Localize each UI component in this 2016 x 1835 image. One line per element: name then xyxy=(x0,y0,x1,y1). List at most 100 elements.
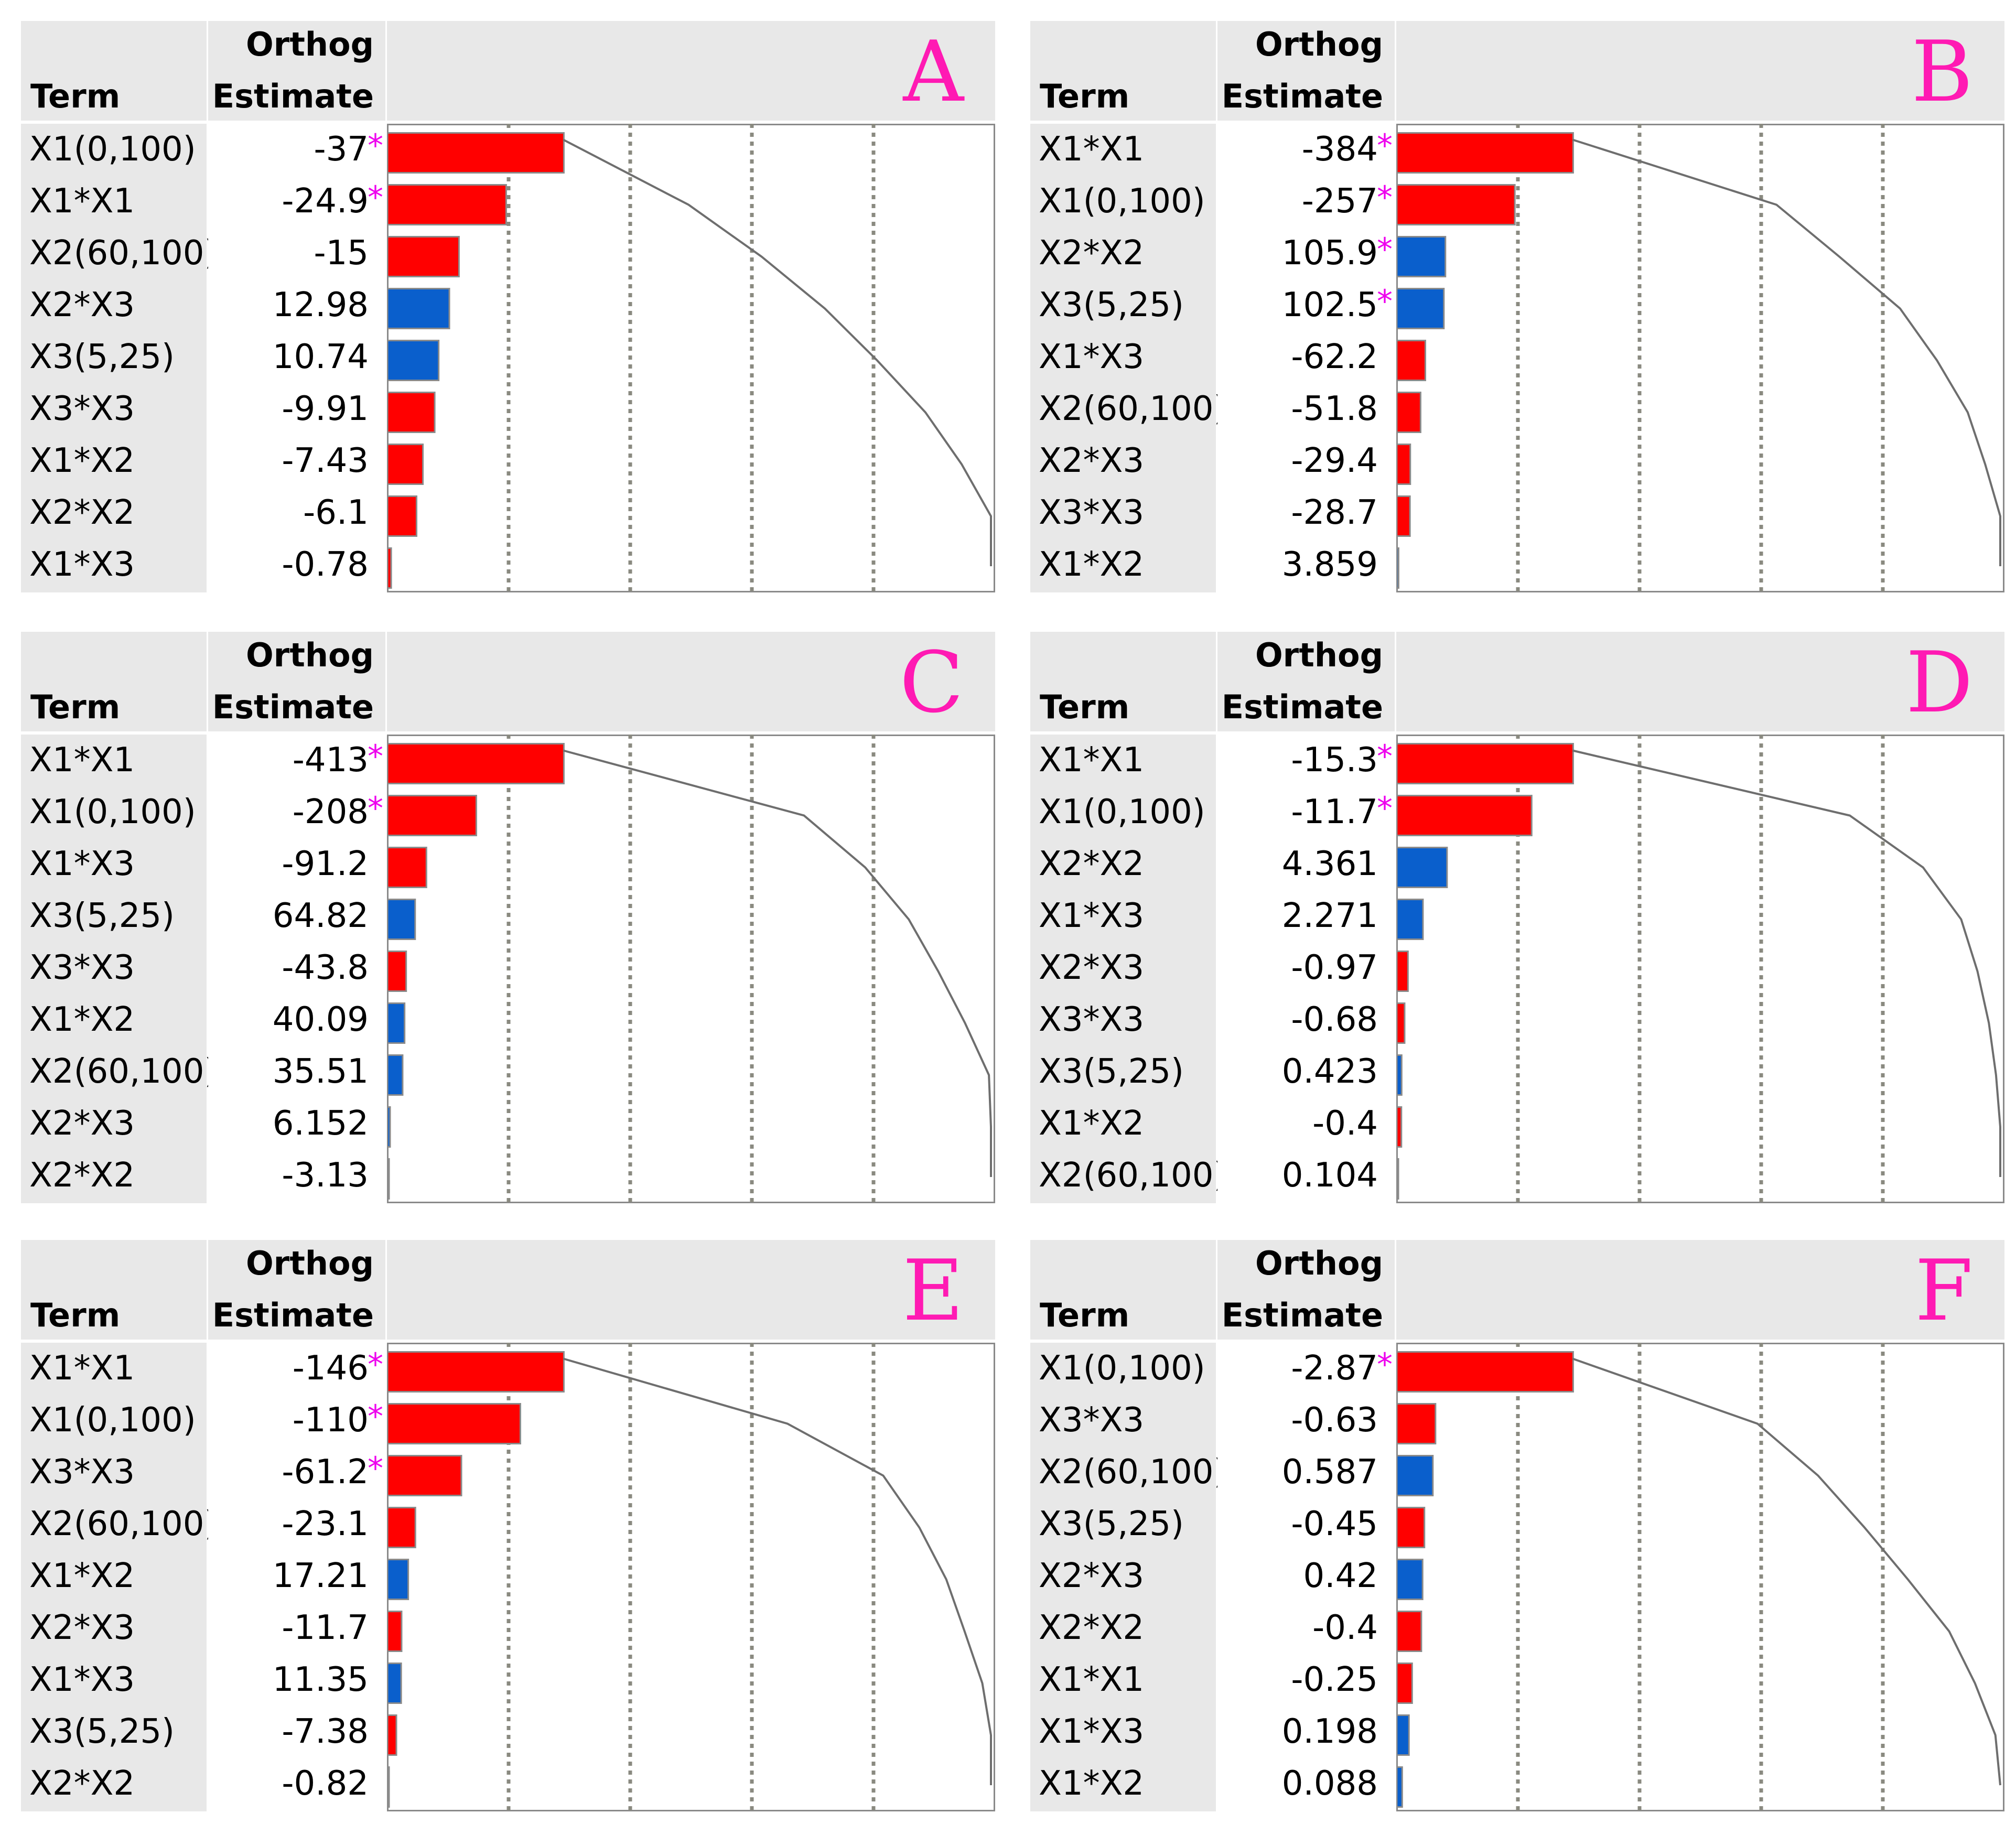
estimate-value: -257 xyxy=(1301,182,1378,221)
term-label: X2(60,100) xyxy=(29,1052,218,1091)
term-label: X1(0,100) xyxy=(29,1401,196,1440)
term-header-label: Term xyxy=(30,688,121,726)
plot-frame xyxy=(1396,1343,2004,1811)
panel-b: Term Orthog Estimate B X1*X1 X1(0,100) X2*X2 X3… xyxy=(1030,21,2004,592)
estimate-value: 0.587 xyxy=(1281,1453,1378,1492)
panel-c: Term Orthog Estimate C X1*X1 X1(0,100) X1*X3 X3… xyxy=(21,632,995,1203)
term-label: X1*X1 xyxy=(1039,1660,1145,1699)
estimate-value: 0.423 xyxy=(1281,1052,1378,1091)
estimate-value: 10.74 xyxy=(272,338,369,376)
effect-bar xyxy=(387,1559,409,1600)
effect-bar xyxy=(1396,288,1445,329)
term-label: X1*X3 xyxy=(1039,897,1145,935)
plot-header: A xyxy=(387,21,995,121)
effect-bar xyxy=(1396,340,1426,381)
orthog-header-label: Orthog xyxy=(245,1244,374,1282)
effect-bar xyxy=(1396,899,1424,940)
pareto-plot xyxy=(1396,124,2004,592)
estimate-column: -384 * -257 * 105.9 * 102.5 * -62.2 -51.8 -29.4 -28… xyxy=(1217,124,1395,592)
term-label: X3(5,25) xyxy=(1039,1052,1184,1091)
effect-bar xyxy=(1396,1663,1413,1704)
term-label: X3*X3 xyxy=(1039,1401,1145,1440)
panel-d: Term Orthog Estimate D X1*X1 X1(0,100) X2*X2 X1… xyxy=(1030,632,2004,1203)
term-column: X1(0,100) X1*X1 X2(60,100) X2*X3 X3(5,25) X3*… xyxy=(21,124,217,592)
cumulative-curve xyxy=(1572,138,2001,566)
term-label: X1*X3 xyxy=(1039,338,1145,376)
effect-bar xyxy=(1396,444,1411,485)
term-header: Term xyxy=(1030,21,1216,121)
estimate-header: Orthog Estimate xyxy=(1217,21,1395,121)
term-label: X1*X3 xyxy=(29,545,135,584)
estimate-column: -146 * -110 * -61.2 * -23.1 17.21 -11.7 11.35 -7.3… xyxy=(208,1343,385,1811)
estimate-value: -61.2 xyxy=(282,1453,369,1492)
effect-bar xyxy=(387,1054,404,1096)
estimate-value: 40.09 xyxy=(272,1000,369,1039)
term-label: X1*X1 xyxy=(29,182,135,221)
term-label: X3(5,25) xyxy=(29,897,175,935)
effect-bar xyxy=(387,1714,397,1756)
term-label: X1*X3 xyxy=(1039,1712,1145,1751)
estimate-value: -37 xyxy=(314,130,369,169)
term-label: X2*X3 xyxy=(29,1609,135,1647)
term-label: X1*X2 xyxy=(29,1557,135,1595)
estimate-value: 0.198 xyxy=(1281,1712,1378,1751)
cumulative-curve xyxy=(1572,1357,2001,1786)
term-label: X2*X2 xyxy=(29,1156,135,1195)
effect-bar xyxy=(387,1158,390,1200)
estimate-value: -6.1 xyxy=(303,493,369,532)
effect-bar xyxy=(387,547,392,589)
estimate-value: 102.5 xyxy=(1281,286,1378,325)
effect-bar xyxy=(1396,951,1409,992)
term-header: Term xyxy=(21,1240,207,1340)
estimate-value: -0.82 xyxy=(282,1764,369,1803)
effect-bar xyxy=(387,1455,462,1496)
term-label: X2(60,100) xyxy=(1039,1453,1227,1492)
term-label: X3*X3 xyxy=(29,390,135,428)
estimate-value: 105.9 xyxy=(1281,234,1378,273)
term-label: X1(0,100) xyxy=(29,793,196,832)
estimate-value: 64.82 xyxy=(272,897,369,935)
estimate-value: -0.68 xyxy=(1291,1000,1378,1039)
term-label: X2(60,100) xyxy=(1039,390,1227,428)
effect-bar xyxy=(1396,392,1421,433)
effect-bar xyxy=(387,444,424,485)
effect-bar xyxy=(387,899,416,940)
estimate-value: -110 xyxy=(292,1401,369,1440)
effect-bar xyxy=(1396,1507,1426,1548)
plot-header: E xyxy=(387,1240,995,1340)
estimate-value: -11.7 xyxy=(1291,793,1378,832)
term-label: X3*X3 xyxy=(1039,1000,1145,1039)
effect-bar xyxy=(387,495,417,537)
pareto-plot xyxy=(387,735,995,1203)
plot-frame xyxy=(387,735,995,1203)
effect-bar xyxy=(1396,495,1411,537)
term-header: Term xyxy=(1030,1240,1216,1340)
term-label: X2*X3 xyxy=(1039,1557,1145,1595)
term-header-label: Term xyxy=(30,77,121,115)
term-label: X3*X3 xyxy=(29,1453,135,1492)
term-header: Term xyxy=(1030,632,1216,731)
effect-bar xyxy=(1396,1455,1434,1496)
cumulative-curve xyxy=(1572,749,2001,1177)
estimate-value: -91.2 xyxy=(282,845,369,883)
estimate-value: 17.21 xyxy=(272,1557,369,1595)
estimate-value: -11.7 xyxy=(282,1609,369,1647)
estimate-value: -7.38 xyxy=(282,1712,369,1751)
orthog-header-label: Orthog xyxy=(1255,25,1383,63)
term-label: X1*X1 xyxy=(29,741,135,780)
term-column: X1*X1 X1(0,100) X2*X2 X1*X3 X2*X3 X3*X3 X3(5,2… xyxy=(1030,735,1226,1203)
term-column: X1*X1 X1(0,100) X3*X3 X2(60,100) X1*X2 X2*X3 X… xyxy=(21,1343,217,1811)
estimate-value: -28.7 xyxy=(1291,493,1378,532)
term-label: X2*X2 xyxy=(29,493,135,532)
effect-bar xyxy=(387,795,477,836)
estimate-column: -37 * -24.9 * -15 12.98 10.74 -9.91 -7.43 -6.1 -0.… xyxy=(208,124,385,592)
estimate-column: -15.3 * -11.7 * 4.361 2.271 -0.97 -0.68 0.423 -0.… xyxy=(1217,735,1395,1203)
significance-star: * xyxy=(1377,231,1393,268)
effect-bar xyxy=(387,1507,416,1548)
orthog-header-label: Orthog xyxy=(1255,1244,1383,1282)
orthog-header-label: Orthog xyxy=(245,25,374,63)
effect-bar xyxy=(1396,1158,1399,1200)
effect-bar xyxy=(387,1002,406,1044)
effect-bar xyxy=(387,288,450,329)
term-label: X2*X2 xyxy=(29,1764,135,1803)
